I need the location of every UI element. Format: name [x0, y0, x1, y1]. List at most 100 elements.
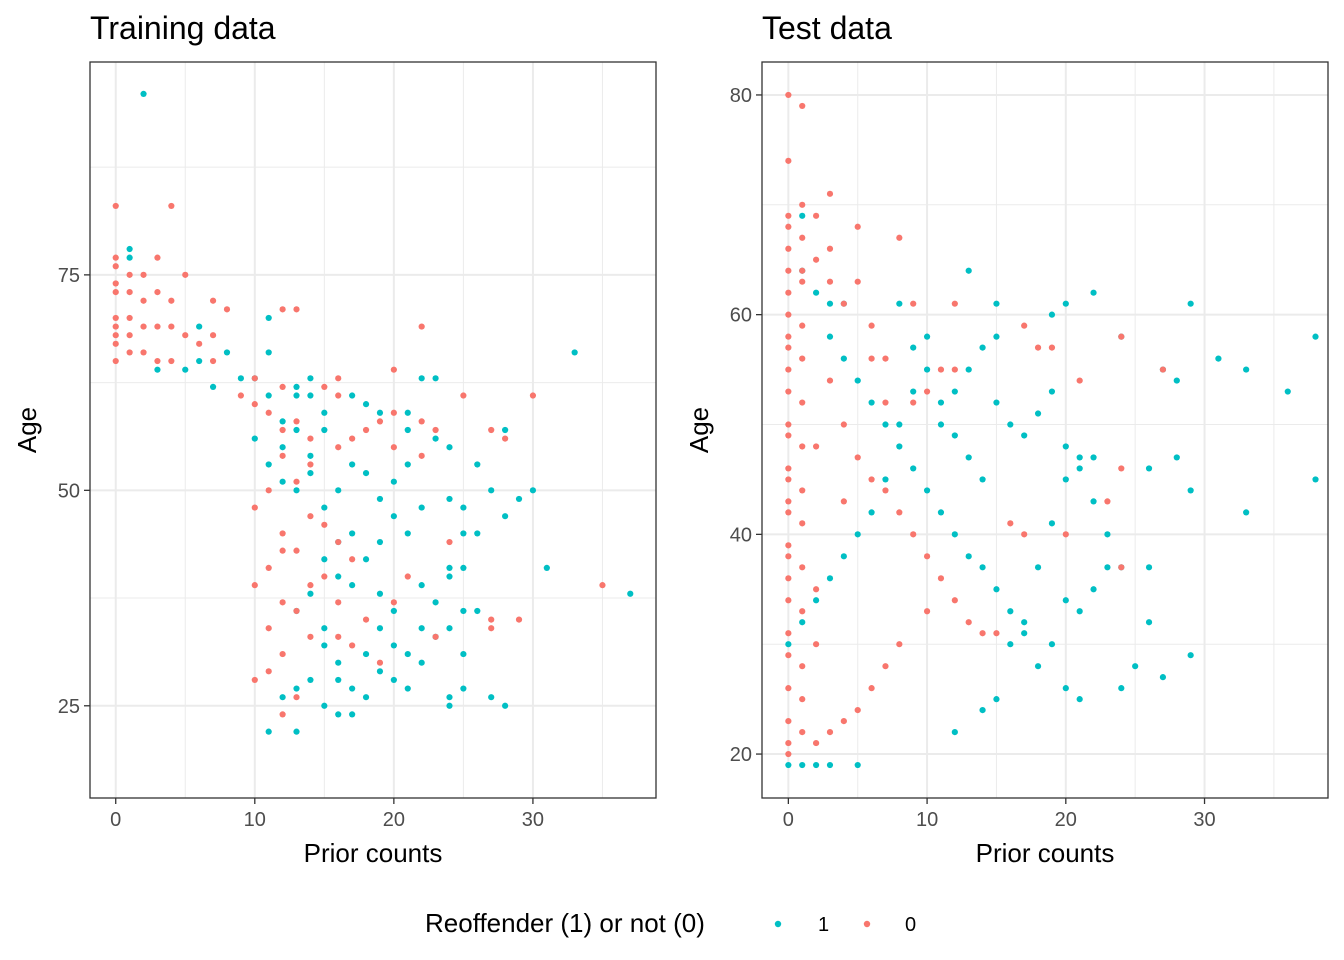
data-point	[785, 212, 792, 219]
data-point	[951, 388, 958, 395]
data-point	[251, 401, 258, 408]
y-tick-label: 60	[730, 305, 752, 327]
data-point	[307, 469, 314, 477]
data-point	[799, 399, 806, 406]
data-point	[251, 435, 258, 442]
data-point	[826, 761, 834, 769]
data-point	[126, 332, 133, 339]
data-point	[1090, 498, 1097, 505]
data-point	[307, 461, 314, 468]
data-point	[529, 392, 537, 399]
data-point	[799, 564, 806, 571]
data-point	[785, 685, 792, 692]
data-point	[335, 676, 342, 684]
x-tick-label: 30	[522, 809, 544, 831]
data-point	[896, 443, 903, 450]
data-point	[362, 650, 370, 658]
data-point	[1076, 454, 1083, 461]
panel-border	[761, 61, 1329, 799]
data-point	[488, 625, 495, 632]
data-point	[488, 616, 495, 623]
data-point	[265, 314, 272, 322]
data-point	[112, 323, 119, 330]
data-point	[868, 322, 875, 329]
data-point	[418, 625, 425, 632]
data-point	[362, 469, 370, 477]
data-point	[349, 711, 356, 718]
x-tick-label: 0	[783, 809, 794, 831]
data-point	[951, 366, 958, 373]
data-point	[362, 556, 370, 563]
data-point	[813, 586, 820, 593]
data-point	[293, 487, 300, 494]
data-point	[965, 454, 972, 461]
data-point	[335, 633, 342, 640]
data-point	[896, 641, 903, 648]
data-point	[923, 366, 931, 373]
data-point	[474, 461, 481, 468]
data-point	[154, 357, 161, 365]
x-axis-title: Prior counts	[304, 838, 443, 868]
data-point	[432, 435, 439, 442]
data-point	[362, 401, 370, 408]
legend-key-0	[863, 920, 871, 928]
data-point	[1159, 366, 1167, 373]
data-point	[376, 495, 384, 503]
data-point	[1021, 322, 1028, 329]
x-axis-title: Prior counts	[976, 838, 1115, 868]
data-point	[418, 375, 425, 382]
data-point	[460, 564, 467, 571]
data-point	[785, 366, 792, 373]
data-point	[335, 375, 342, 382]
data-point	[785, 575, 792, 582]
data-point	[813, 761, 820, 769]
data-point	[868, 399, 875, 406]
data-point	[293, 426, 300, 434]
data-point	[799, 663, 806, 670]
data-point	[112, 202, 119, 210]
data-point	[321, 625, 328, 632]
data-point	[785, 267, 792, 274]
data-point	[1048, 344, 1056, 351]
data-point	[1034, 410, 1042, 417]
data-point	[293, 478, 300, 485]
data-point	[335, 538, 342, 546]
data-point	[799, 234, 806, 241]
data-point	[785, 311, 792, 318]
data-point	[335, 599, 342, 606]
data-point	[785, 750, 792, 758]
data-point	[404, 530, 411, 537]
data-point	[196, 340, 203, 347]
data-point	[112, 254, 119, 261]
data-point	[951, 728, 958, 736]
data-point	[446, 694, 453, 701]
data-point	[335, 711, 342, 718]
data-point	[293, 392, 300, 399]
data-point	[896, 234, 903, 241]
data-point	[474, 607, 481, 615]
data-point	[279, 444, 286, 451]
data-point	[1048, 311, 1056, 318]
data-point	[826, 278, 834, 285]
data-point	[896, 421, 903, 428]
data-point	[251, 676, 258, 684]
data-point	[237, 392, 244, 399]
data-point	[854, 531, 861, 538]
legend-label-0: 0	[905, 914, 916, 936]
data-point	[321, 383, 328, 391]
data-point	[349, 461, 356, 468]
data-point	[785, 289, 792, 296]
data-point	[279, 694, 286, 701]
data-point	[965, 366, 972, 373]
data-point	[446, 564, 453, 571]
x-tick-label: 20	[1055, 809, 1077, 831]
data-point	[349, 435, 356, 442]
data-point	[432, 633, 439, 640]
data-point	[854, 454, 861, 461]
panel-test: Test data 0 10 20 30 20 40 60 80 Prior counts A…	[684, 10, 1329, 868]
data-point	[993, 333, 1000, 340]
legend-key-1	[774, 920, 782, 928]
data-point	[785, 91, 792, 99]
data-point	[826, 728, 834, 736]
data-point	[799, 443, 806, 450]
